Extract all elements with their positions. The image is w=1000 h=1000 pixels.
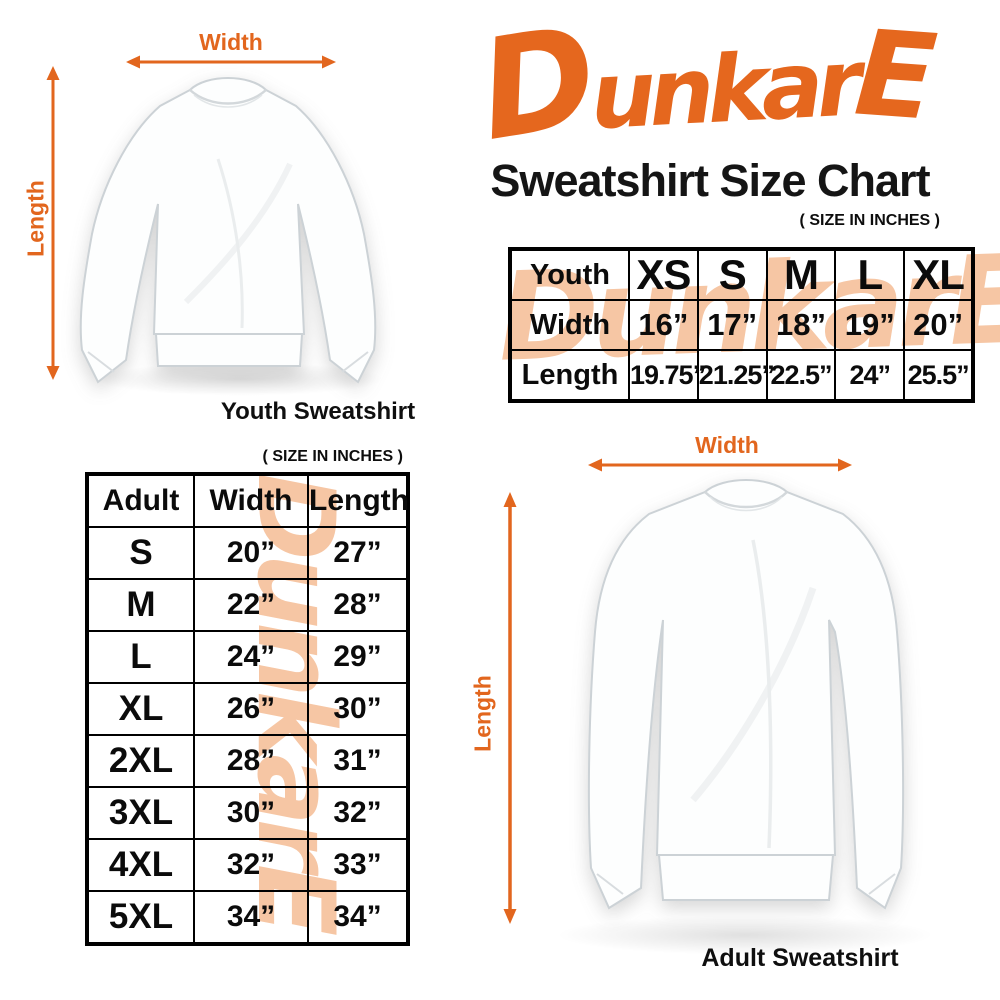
table-cell: 30”	[193, 786, 309, 840]
table-row: Length 19.75” 21.25” 22.5” 24” 25.5”	[509, 349, 974, 402]
adult-units-note: ( SIZE IN INCHES )	[262, 448, 403, 465]
page-title: Sweatshirt Size Chart	[490, 155, 930, 206]
table-cell: 26”	[193, 682, 309, 736]
adult-ground-shadow	[555, 915, 935, 955]
table-cell: XS	[628, 248, 699, 301]
table-cell: 24”	[193, 630, 309, 684]
table-row: Adult Width Length	[86, 473, 409, 528]
table-cell: 19.75”	[628, 349, 706, 402]
table-cell: L	[86, 630, 195, 684]
table-row: 3XL 30” 32”	[86, 786, 409, 840]
adult-length-arrow	[503, 492, 517, 924]
youth-length-arrow	[46, 66, 60, 380]
brand-logo-letter: D	[469, 0, 608, 172]
table-row: 2XL 28” 31”	[86, 734, 409, 788]
table-cell: 22.5”	[765, 349, 837, 402]
table-row: Width 16” 17” 18” 19” 20”	[509, 299, 974, 351]
table-row: Youth XS S M L XL	[509, 248, 974, 301]
table-row: 5XL 34” 34”	[86, 890, 409, 945]
table-cell: Width	[193, 473, 309, 528]
table-cell: M	[765, 248, 837, 301]
table-cell: 27”	[307, 526, 409, 580]
table-cell: 22”	[193, 578, 309, 632]
youth-width-label: Width	[199, 29, 263, 55]
youth-sweatshirt-image	[79, 77, 377, 384]
table-cell: 19”	[834, 299, 906, 351]
table-cell: 29”	[307, 630, 409, 684]
table-cell: 32”	[307, 786, 409, 840]
table-cell: XL	[86, 682, 195, 736]
youth-units-note: ( SIZE IN INCHES )	[799, 212, 940, 229]
table-row: S 20” 27”	[86, 526, 409, 580]
adult-sweatshirt-image	[587, 479, 905, 910]
youth-width-arrow	[126, 55, 336, 69]
table-row: 4XL 32” 33”	[86, 838, 409, 892]
table-cell: 2XL	[86, 734, 195, 788]
youth-size-table: Youth XS S M L XL Width 16” 17” 18” 19” 20” Length 19…	[508, 247, 975, 403]
table-row: M 22” 28”	[86, 578, 409, 632]
table-cell: 18”	[765, 299, 837, 351]
brand-logo-letter: E	[851, 3, 942, 147]
table-cell: Width	[509, 299, 630, 351]
table-cell: 34”	[307, 890, 409, 945]
table-cell: 28”	[193, 734, 309, 788]
table-cell: 20”	[193, 526, 309, 580]
table-cell: 24”	[834, 349, 906, 402]
table-cell: 30”	[307, 682, 409, 736]
table-row: XL 26” 30”	[86, 682, 409, 736]
youth-ground-shadow	[95, 362, 385, 396]
table-cell: M	[86, 578, 195, 632]
table-cell: 3XL	[86, 786, 195, 840]
table-cell: 28”	[307, 578, 409, 632]
table-cell: 4XL	[86, 838, 195, 892]
table-cell: 31”	[307, 734, 409, 788]
table-cell: S	[86, 526, 195, 580]
adult-size-table: Adult Width Length S 20” 27” M 22” 28” L 24” 29” XL 2…	[85, 472, 410, 946]
table-cell: 16”	[628, 299, 699, 351]
adult-caption: Adult Sweatshirt	[701, 944, 899, 972]
table-cell: Adult	[86, 473, 195, 528]
table-cell: L	[834, 248, 906, 301]
table-cell: 25.5”	[903, 349, 974, 402]
table-cell: 20”	[903, 299, 974, 351]
table-cell: 5XL	[86, 890, 195, 945]
brand-logo-letters: unkar	[587, 29, 858, 151]
adult-width-arrow	[588, 458, 852, 472]
table-cell: Youth	[509, 248, 630, 301]
table-cell: XL	[903, 248, 974, 301]
table-cell: S	[696, 248, 768, 301]
table-cell: Length	[509, 349, 630, 402]
table-cell: 21.25”	[696, 349, 775, 402]
table-cell: 33”	[307, 838, 409, 892]
youth-caption: Youth Sweatshirt	[220, 398, 416, 425]
table-cell: 32”	[193, 838, 309, 892]
table-row: L 24” 29”	[86, 630, 409, 684]
table-cell: 34”	[193, 890, 309, 945]
adult-width-label: Width	[695, 432, 759, 458]
table-cell: 17”	[696, 299, 768, 351]
table-cell: Length	[307, 473, 409, 528]
adult-length-label: Length	[469, 675, 496, 752]
